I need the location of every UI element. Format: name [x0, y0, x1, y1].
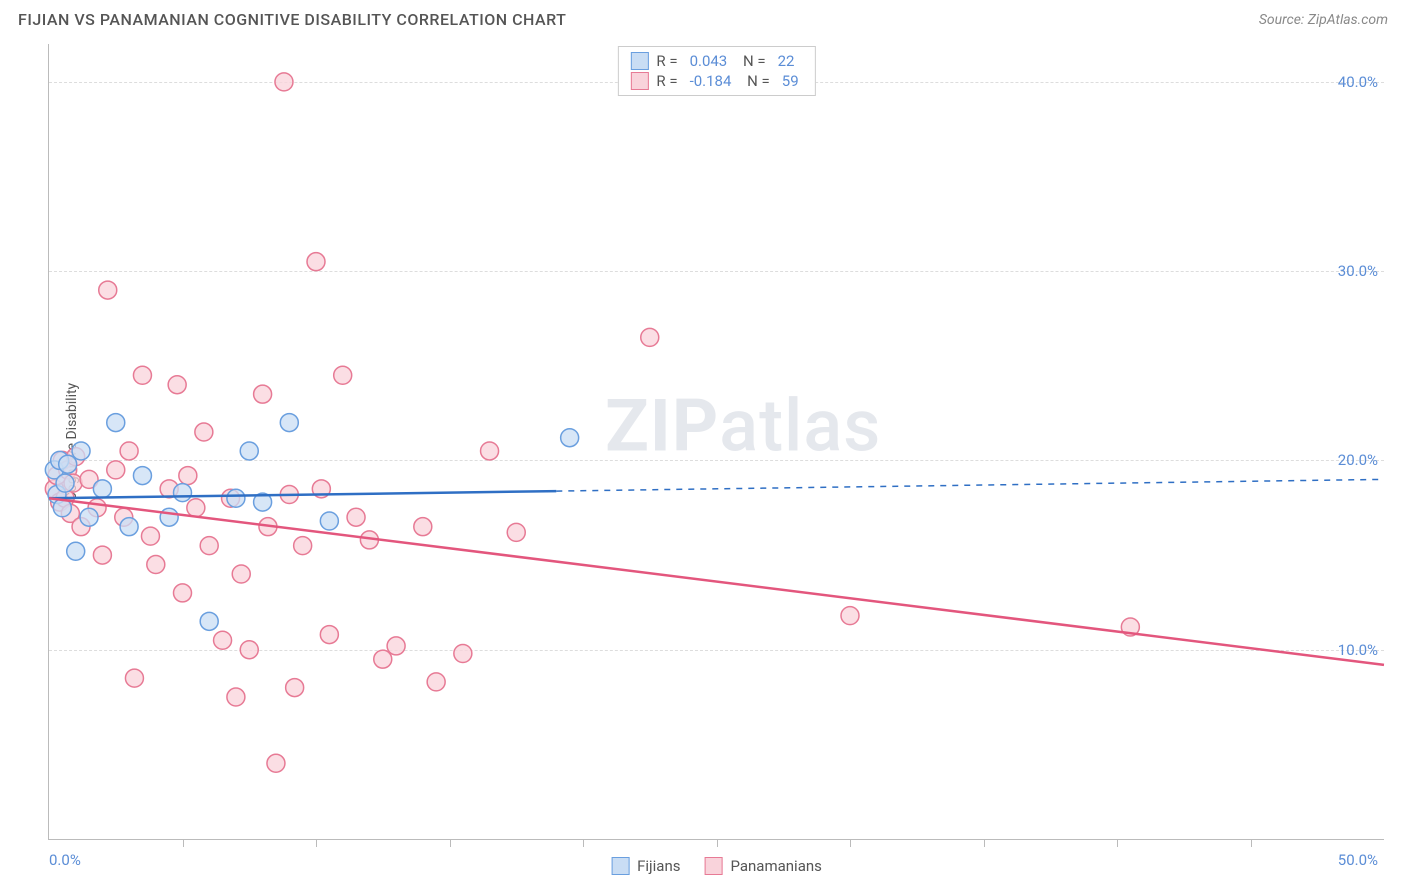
x-tick [984, 839, 985, 847]
y-tick-label: 20.0% [1338, 451, 1378, 469]
data-point [214, 631, 232, 649]
data-point [120, 442, 138, 460]
data-point [174, 484, 192, 502]
legend-item: Fijians [611, 857, 680, 875]
data-point [125, 669, 143, 687]
data-point [147, 556, 165, 574]
data-point [481, 442, 499, 460]
data-point [168, 376, 186, 394]
data-point [200, 537, 218, 555]
data-point [200, 612, 218, 630]
data-point [141, 527, 159, 545]
data-point [307, 253, 325, 271]
x-tick [850, 839, 851, 847]
data-point [254, 385, 272, 403]
x-tick [316, 839, 317, 847]
data-point [174, 584, 192, 602]
legend-r-label: R = [656, 72, 677, 90]
data-point [133, 467, 151, 485]
data-point [67, 542, 85, 560]
data-point [454, 645, 472, 663]
x-tick [183, 839, 184, 847]
data-point [280, 414, 298, 432]
data-point [187, 499, 205, 517]
data-point [294, 537, 312, 555]
legend-r-value: -0.184 [690, 72, 732, 90]
data-point [56, 474, 74, 492]
scatter-plot-svg [49, 44, 1384, 839]
data-point [414, 518, 432, 536]
data-point [320, 626, 338, 644]
data-point [99, 281, 117, 299]
x-tick [1251, 839, 1252, 847]
data-point [286, 679, 304, 697]
trend-line-solid [49, 491, 556, 498]
legend-label: Panamanians [730, 857, 821, 875]
source-label: Source: ZipAtlas.com [1259, 12, 1388, 28]
data-point [232, 565, 250, 583]
data-point [227, 688, 245, 706]
x-tick [1117, 839, 1118, 847]
data-point [179, 467, 197, 485]
data-point [133, 366, 151, 384]
data-point [80, 508, 98, 526]
legend-n-label: N = [739, 52, 765, 70]
legend-label: Fijians [637, 857, 680, 875]
data-point [195, 423, 213, 441]
legend-n-value: 22 [778, 52, 795, 70]
data-point [59, 455, 77, 473]
stats-legend: R = 0.043 N = 22 R = -0.184 N = 59 [617, 46, 815, 96]
data-point [267, 754, 285, 772]
data-point [374, 650, 392, 668]
legend-swatch [630, 52, 648, 70]
data-point [427, 673, 445, 691]
legend-row: R = -0.184 N = 59 [630, 71, 802, 91]
trend-line-dashed [556, 479, 1384, 491]
x-axis-min-label: 0.0% [49, 851, 81, 869]
data-point [120, 518, 138, 536]
data-point [334, 366, 352, 384]
data-point [841, 607, 859, 625]
data-point [160, 508, 178, 526]
legend-swatch [630, 72, 648, 90]
y-tick-label: 30.0% [1338, 262, 1378, 280]
chart-title: FIJIAN VS PANAMANIAN COGNITIVE DISABILIT… [18, 10, 566, 29]
legend-swatch [704, 857, 722, 875]
data-point [107, 461, 125, 479]
data-point [93, 480, 111, 498]
legend-r-label: R = [656, 52, 677, 70]
trend-line-solid [49, 498, 1384, 665]
data-point [275, 73, 293, 91]
data-point [240, 442, 258, 460]
x-tick [450, 839, 451, 847]
legend-r-value: 0.043 [690, 52, 728, 70]
data-point [320, 512, 338, 530]
data-point [227, 489, 245, 507]
x-tick [717, 839, 718, 847]
legend-n-label: N = [743, 72, 769, 90]
data-point [561, 429, 579, 447]
legend-row: R = 0.043 N = 22 [630, 51, 802, 71]
legend-item: Panamanians [704, 857, 821, 875]
y-tick-label: 10.0% [1338, 641, 1378, 659]
x-axis-max-label: 50.0% [1338, 851, 1378, 869]
chart-plot-area: Cognitive Disability ZIPatlas R = 0.043 … [48, 44, 1384, 840]
data-point [240, 641, 258, 659]
data-point [93, 546, 111, 564]
y-tick-label: 40.0% [1338, 73, 1378, 91]
x-tick [583, 839, 584, 847]
data-point [107, 414, 125, 432]
series-legend: Fijians Panamanians [611, 857, 822, 875]
data-point [347, 508, 365, 526]
legend-n-value: 59 [782, 72, 799, 90]
data-point [387, 637, 405, 655]
legend-swatch [611, 857, 629, 875]
data-point [72, 442, 90, 460]
data-point [507, 523, 525, 541]
data-point [641, 328, 659, 346]
